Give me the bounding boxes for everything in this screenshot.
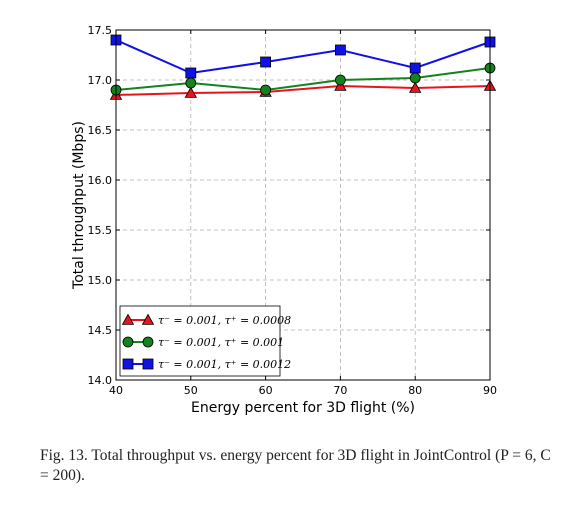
x-tick-label: 50 [184,384,198,397]
data-point [409,81,422,93]
data-point [409,72,421,84]
x-tick-label: 60 [259,384,273,397]
legend-entry: τ⁻ = 0.001, τ⁺ = 0.0012 [122,358,291,371]
y-tick-label: 15.0 [88,274,113,287]
legend-label: τ⁻ = 0.001, τ⁺ = 0.001 [158,336,284,349]
series-line [115,39,491,75]
legend-marker [142,358,154,370]
data-point [184,86,197,98]
legend-marker [122,358,134,370]
legend-label: τ⁻ = 0.001, τ⁺ = 0.0008 [158,314,291,327]
figure-caption: Fig. 13. Total throughput vs. energy per… [40,447,551,484]
axis-ticks: 40 50 60 70 80 90 14.0 14.5 15.0 15.5 16.0 16.5 17.0… [88,24,498,397]
series-line [115,67,491,92]
legend-marker [122,336,134,348]
data-point [409,62,421,74]
legend-marker [121,313,135,325]
data-point [185,67,197,79]
data-point [260,84,272,96]
legend: τ⁻ = 0.001, τ⁺ = 0.0008 τ⁻ = 0.001, τ⁺ = … [119,305,291,377]
legend-entry: τ⁻ = 0.001, τ⁺ = 0.0008 [121,313,291,327]
x-tick-label: 40 [109,384,123,397]
data-point [260,56,272,68]
data-point [185,77,197,89]
y-tick-label: 16.5 [88,124,113,137]
y-tick-label: 17.0 [88,74,113,87]
x-tick-label: 80 [408,384,422,397]
y-tick-label: 16.0 [88,174,113,187]
legend-entry: τ⁻ = 0.001, τ⁺ = 0.001 [122,336,284,349]
throughput-chart: 40 50 60 70 80 90 14.0 14.5 15.0 15.5 16.0 16.5 17.0… [71,24,498,416]
y-tick-label: 14.5 [88,324,113,337]
series-line [115,84,491,96]
y-tick-label: 15.5 [88,224,113,237]
y-tick-label: 14.0 [88,374,113,387]
data-point [334,44,346,56]
legend-marker [142,336,154,348]
y-tick-label: 17.5 [88,24,113,37]
legend-marker [141,313,155,325]
legend-label: τ⁻ = 0.001, τ⁺ = 0.0012 [158,358,291,371]
plot-frame [115,29,491,381]
x-tick-label: 90 [483,384,497,397]
y-axis-label: Total throughput (Mbps) [71,121,87,290]
x-axis-label: Energy percent for 3D flight (%) [191,400,415,416]
data-point [334,74,346,86]
data-point [334,79,347,91]
x-tick-label: 70 [333,384,347,397]
